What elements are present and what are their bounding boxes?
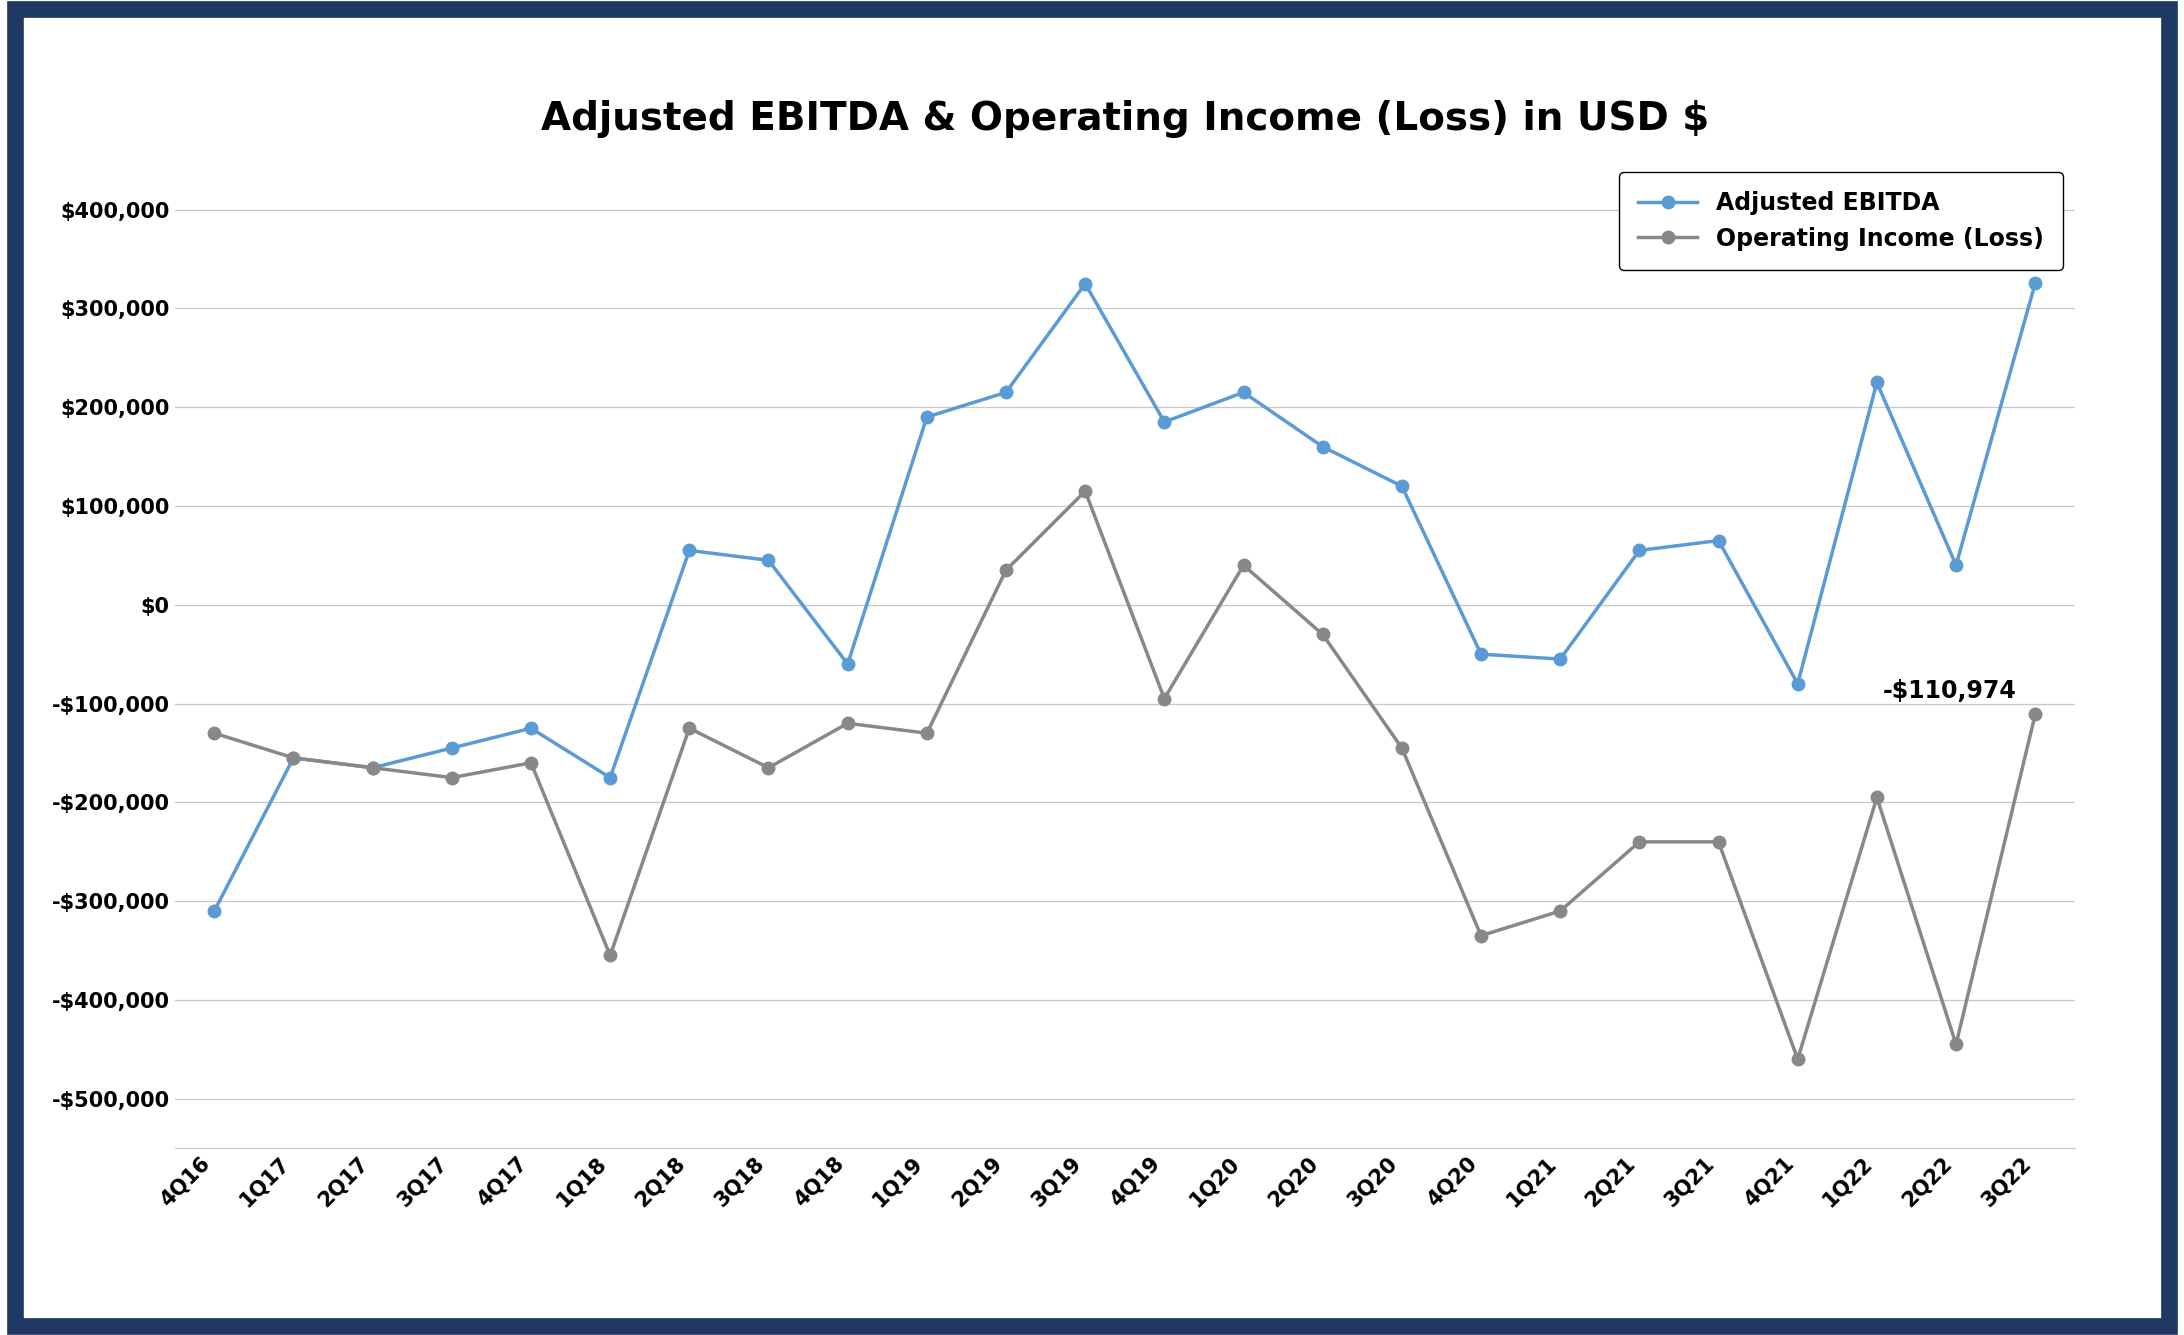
Line: Operating Income (Loss): Operating Income (Loss) — [207, 485, 2042, 1065]
Operating Income (Loss) — [2022, 706, 2049, 722]
Operating Income (Loss) — [280, 750, 306, 766]
Title: Adjusted EBITDA & Operating Income (Loss) in USD $: Adjusted EBITDA & Operating Income (Loss… — [542, 100, 1708, 138]
Operating Income (Loss) — [1944, 1036, 1970, 1052]
Adjusted EBITDA — [2022, 275, 2049, 291]
Adjusted EBITDA — [280, 750, 306, 766]
Operating Income (Loss) — [596, 948, 622, 964]
Adjusted EBITDA — [518, 721, 544, 737]
Text: $325,497: $325,497 — [1883, 247, 2007, 271]
Adjusted EBITDA — [439, 740, 465, 756]
Operating Income (Loss) — [913, 725, 939, 741]
Operating Income (Loss) — [677, 721, 703, 737]
Line: Adjusted EBITDA: Adjusted EBITDA — [207, 276, 2042, 917]
Adjusted EBITDA — [201, 902, 227, 918]
Adjusted EBITDA — [834, 655, 860, 672]
Adjusted EBITDA — [1784, 676, 1811, 692]
Operating Income (Loss) — [1627, 834, 1653, 850]
Adjusted EBITDA — [1706, 533, 1732, 549]
Adjusted EBITDA — [913, 409, 939, 425]
Operating Income (Loss) — [1389, 740, 1415, 756]
Operating Income (Loss) — [834, 716, 860, 732]
Adjusted EBITDA — [1389, 478, 1415, 494]
Adjusted EBITDA — [1944, 557, 1970, 573]
Adjusted EBITDA — [1863, 375, 1889, 391]
Adjusted EBITDA — [1546, 651, 1572, 668]
Adjusted EBITDA — [756, 553, 782, 569]
Operating Income (Loss) — [1468, 928, 1494, 944]
Adjusted EBITDA — [1310, 439, 1337, 455]
Operating Income (Loss) — [518, 754, 544, 770]
Adjusted EBITDA — [1072, 276, 1099, 292]
Operating Income (Loss) — [994, 562, 1020, 578]
Operating Income (Loss) — [201, 725, 227, 741]
Operating Income (Loss) — [1310, 626, 1337, 642]
Adjusted EBITDA — [1627, 542, 1653, 558]
Adjusted EBITDA — [1151, 414, 1177, 430]
Operating Income (Loss) — [756, 760, 782, 776]
Operating Income (Loss) — [1072, 483, 1099, 499]
Operating Income (Loss) — [1706, 834, 1732, 850]
Operating Income (Loss) — [1784, 1051, 1811, 1067]
Adjusted EBITDA — [596, 769, 622, 785]
Operating Income (Loss) — [1863, 789, 1889, 805]
Legend: Adjusted EBITDA, Operating Income (Loss): Adjusted EBITDA, Operating Income (Loss) — [1618, 172, 2064, 270]
Operating Income (Loss) — [1230, 557, 1256, 573]
Operating Income (Loss) — [439, 769, 465, 785]
Adjusted EBITDA — [1468, 646, 1494, 662]
Operating Income (Loss) — [1546, 902, 1572, 918]
Operating Income (Loss) — [1151, 690, 1177, 706]
Adjusted EBITDA — [1230, 384, 1256, 400]
Adjusted EBITDA — [360, 760, 387, 776]
Text: -$110,974: -$110,974 — [1883, 678, 2016, 702]
Operating Income (Loss) — [360, 760, 387, 776]
Adjusted EBITDA — [677, 542, 703, 558]
Adjusted EBITDA — [994, 384, 1020, 400]
